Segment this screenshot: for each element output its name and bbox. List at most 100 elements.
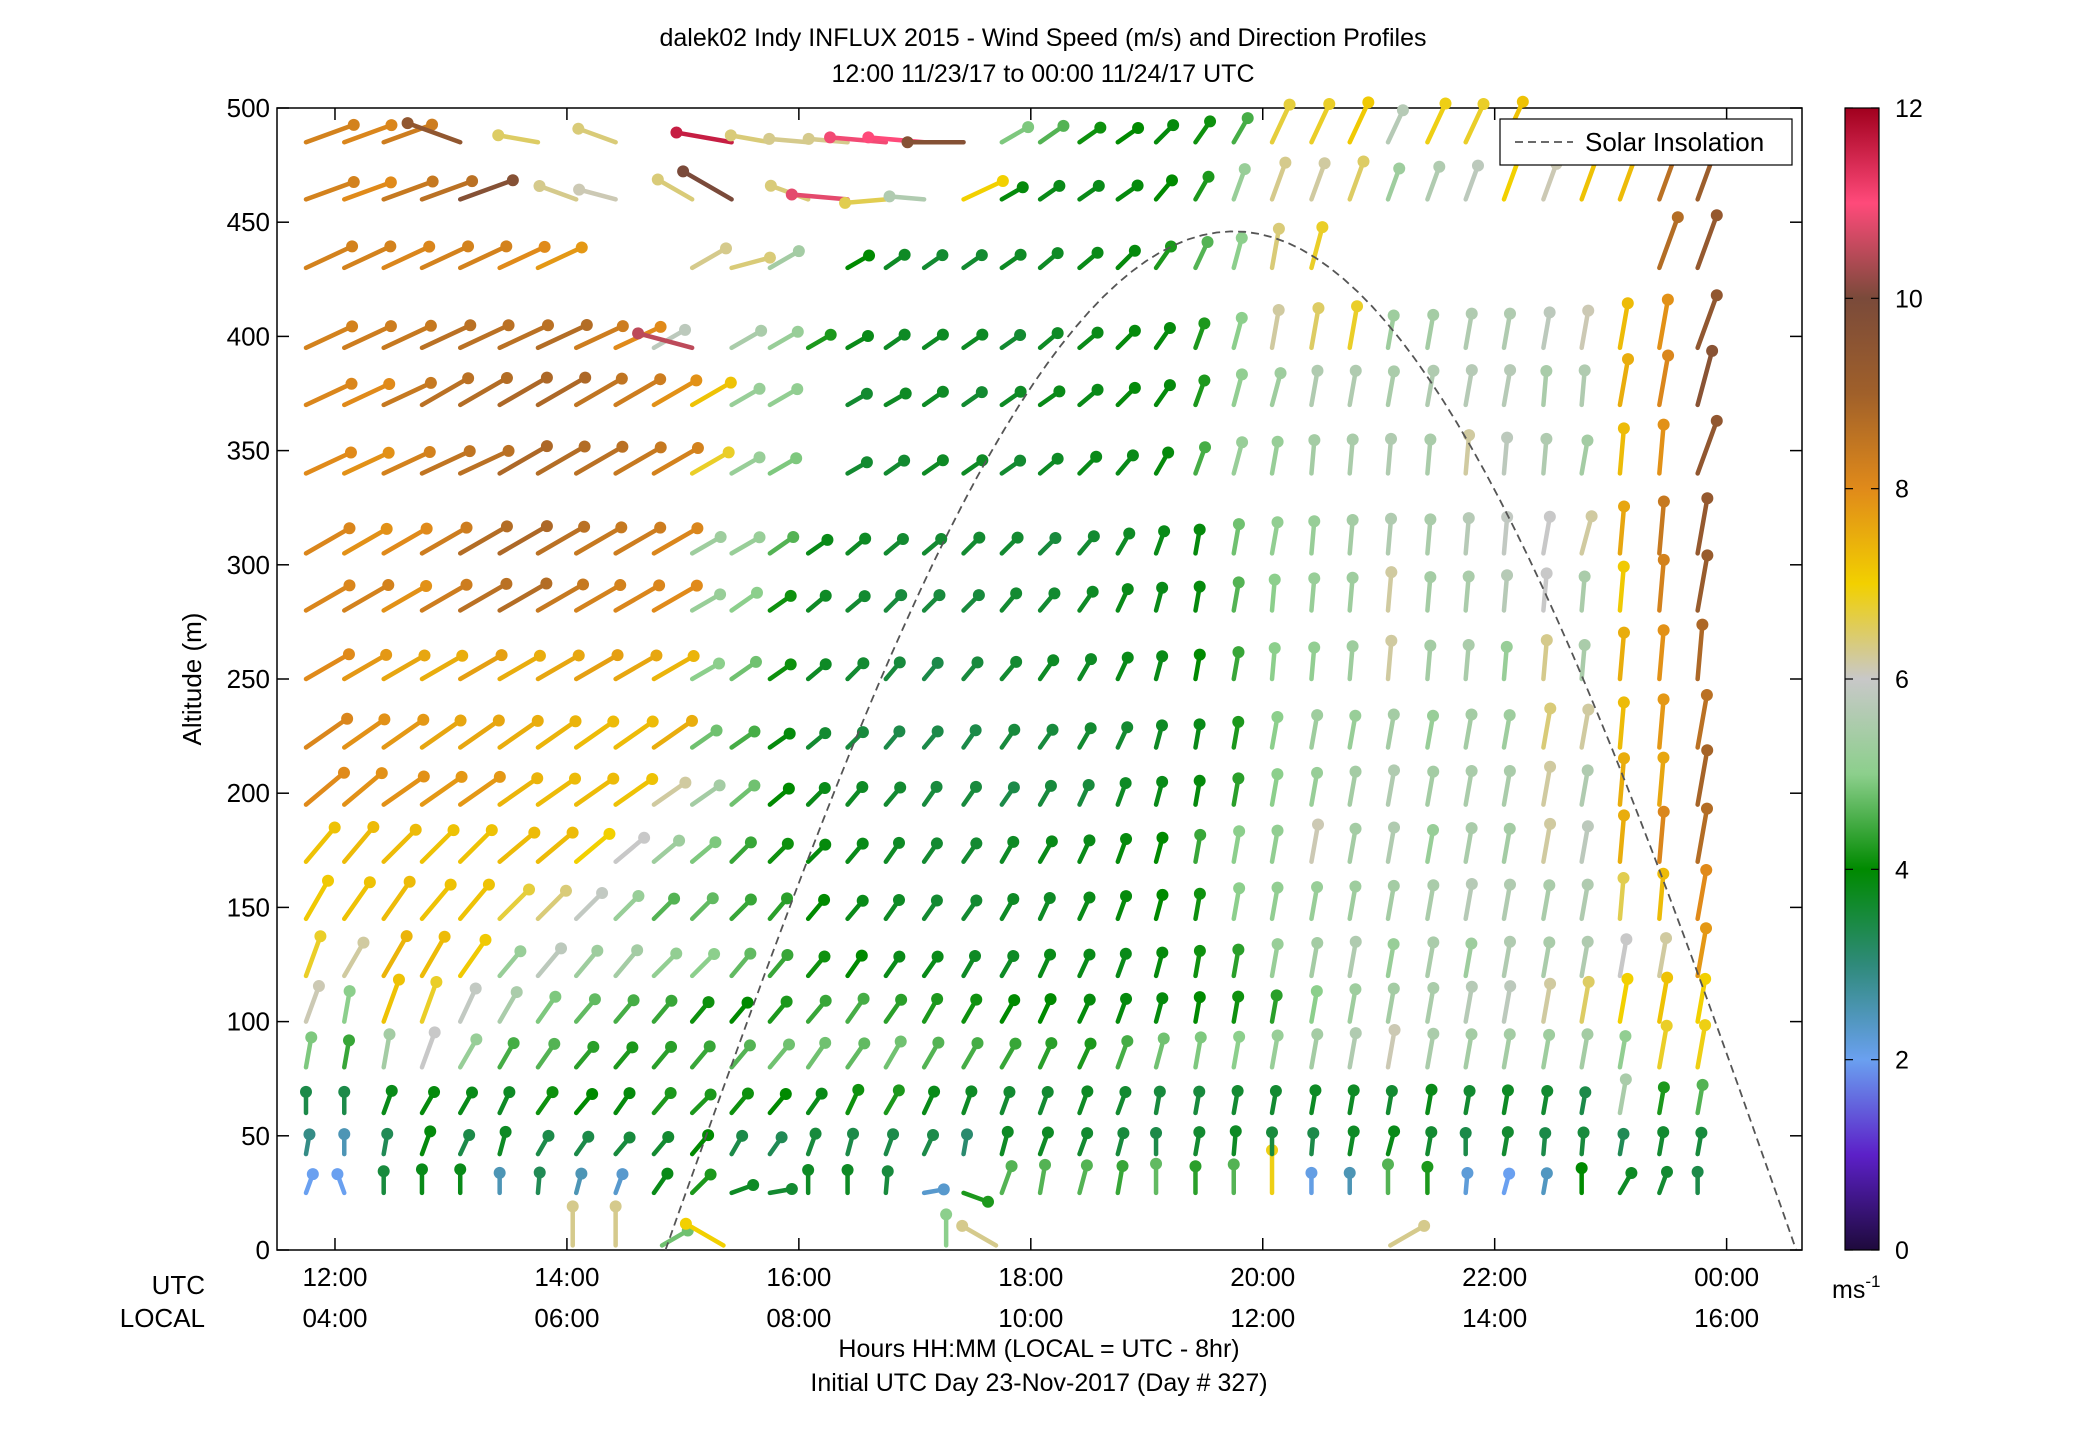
- wind-barb-head: [1579, 1086, 1592, 1099]
- x-tick-label-utc: 22:00: [1462, 1262, 1527, 1292]
- colorbar-tick-label: 6: [1895, 666, 1909, 694]
- wind-barb-head: [785, 188, 798, 201]
- wind-barb-shaft: [1617, 356, 1631, 408]
- wind-barb-shaft: [1657, 755, 1666, 807]
- wind-barb-shaft: [1541, 571, 1549, 613]
- wind-barb-head: [857, 657, 870, 670]
- wind-barb-shaft: [419, 718, 463, 750]
- utc-row-label: UTC: [152, 1270, 205, 1300]
- y-tick-label: 500: [227, 93, 270, 123]
- wind-barb-head: [469, 982, 482, 995]
- wind-barb-head: [862, 131, 875, 144]
- wind-barb-head: [654, 320, 667, 333]
- colorbar-ticks: 0 2 4 6 8 10 12: [1845, 95, 1923, 1265]
- wind-barb-head: [1311, 709, 1324, 722]
- wind-barb-head: [1269, 1084, 1282, 1097]
- wind-barb-head: [1585, 510, 1598, 523]
- x-axis-label: Hours HH:MM (LOCAL = UTC - 8hr): [838, 1335, 1239, 1363]
- wind-barb-head: [1393, 162, 1406, 175]
- wind-barb-head: [1008, 994, 1021, 1007]
- wind-barb-head: [464, 319, 477, 332]
- wind-barb-head: [824, 328, 837, 341]
- wind-barb-head: [1011, 531, 1024, 544]
- wind-barb-head: [1657, 805, 1670, 818]
- wind-barb-head: [970, 993, 983, 1006]
- wind-barb-head: [1232, 576, 1245, 589]
- wind-barb-head: [1165, 174, 1178, 187]
- wind-barb-shaft: [1695, 748, 1710, 807]
- wind-barb-head: [1346, 571, 1359, 584]
- wind-barb-shaft: [457, 882, 492, 922]
- wind-barb-head: [1657, 495, 1670, 508]
- wind-barb-head: [935, 533, 948, 546]
- wind-barb-head: [1193, 718, 1206, 731]
- wind-barb-head: [1193, 944, 1206, 957]
- wind-barb-head: [572, 122, 585, 135]
- wind-barb-head: [847, 1127, 860, 1140]
- wind-barb-head: [969, 950, 982, 963]
- wind-barb-head: [931, 950, 944, 963]
- wind-barb-head: [1362, 96, 1375, 109]
- wind-barb-head: [1477, 98, 1490, 111]
- wind-barb-head: [1396, 104, 1409, 117]
- wind-barb-head: [1701, 744, 1714, 757]
- wind-barb-shaft: [497, 443, 550, 476]
- wind-barb-shaft: [381, 323, 434, 351]
- wind-barb-shaft: [419, 882, 453, 922]
- wind-barb-head: [1080, 1159, 1093, 1172]
- wind-barb-head: [1126, 449, 1139, 462]
- wind-barb-head: [1622, 353, 1635, 366]
- wind-barb-head: [972, 589, 985, 602]
- wind-barb-head: [1121, 651, 1134, 664]
- wind-barb-head: [1158, 525, 1171, 538]
- wind-barb-head: [462, 240, 475, 253]
- wind-barb-head: [479, 933, 492, 946]
- wind-barb-head: [802, 132, 815, 145]
- wind-barb-head: [706, 892, 719, 905]
- wind-barb-shaft: [1695, 553, 1710, 613]
- wind-barb-shaft: [689, 380, 734, 408]
- wind-barb-shaft: [1269, 102, 1292, 145]
- wind-barb-head: [898, 454, 911, 467]
- wind-barb-head: [1657, 624, 1670, 637]
- wind-barb-head: [1121, 583, 1134, 596]
- wind-barb-head: [936, 249, 949, 262]
- wind-barb-head: [533, 649, 546, 662]
- wind-barb-head: [378, 713, 391, 726]
- wind-barb-head: [1198, 317, 1211, 330]
- wind-barb-head: [579, 371, 592, 384]
- wind-barb-head: [1271, 516, 1284, 529]
- wind-barb-head: [383, 1028, 396, 1041]
- wind-barb-head: [1156, 581, 1169, 594]
- wind-barb-head: [417, 770, 430, 783]
- wind-barb-shaft: [573, 719, 616, 750]
- wind-barb-head: [1661, 293, 1674, 306]
- wind-barb-head: [1053, 385, 1066, 398]
- wind-barb-head: [596, 886, 609, 899]
- wind-barb-head: [1582, 975, 1595, 988]
- wind-barb-shaft: [1579, 513, 1594, 556]
- wind-barb-head: [764, 179, 777, 192]
- wind-barb-shaft: [729, 255, 773, 271]
- wind-barb-shaft: [457, 448, 511, 476]
- wind-barb-head: [533, 180, 546, 193]
- wind-barb-head: [1233, 882, 1246, 895]
- wind-barb-shaft: [728, 133, 773, 145]
- wind-barb-head: [1156, 650, 1169, 663]
- wind-barb-shaft: [573, 890, 605, 922]
- x-tick-label-utc: 16:00: [766, 1262, 831, 1292]
- wind-barb-head: [1271, 824, 1284, 837]
- wind-barb-head: [1503, 878, 1516, 891]
- wind-barb-head: [781, 949, 794, 962]
- wind-barb-head: [856, 781, 869, 794]
- wind-barb-head: [654, 373, 667, 386]
- wind-barb-shaft: [1579, 707, 1591, 750]
- wind-barb-head: [1308, 572, 1321, 585]
- wind-barb-head: [863, 249, 876, 262]
- wind-barb-head: [1706, 344, 1719, 357]
- wind-barb-head: [860, 456, 873, 469]
- wind-barb-head: [930, 837, 943, 850]
- wind-barb-head: [1424, 433, 1437, 446]
- wind-barb-shaft: [419, 525, 469, 556]
- wind-barb-head: [1465, 937, 1478, 950]
